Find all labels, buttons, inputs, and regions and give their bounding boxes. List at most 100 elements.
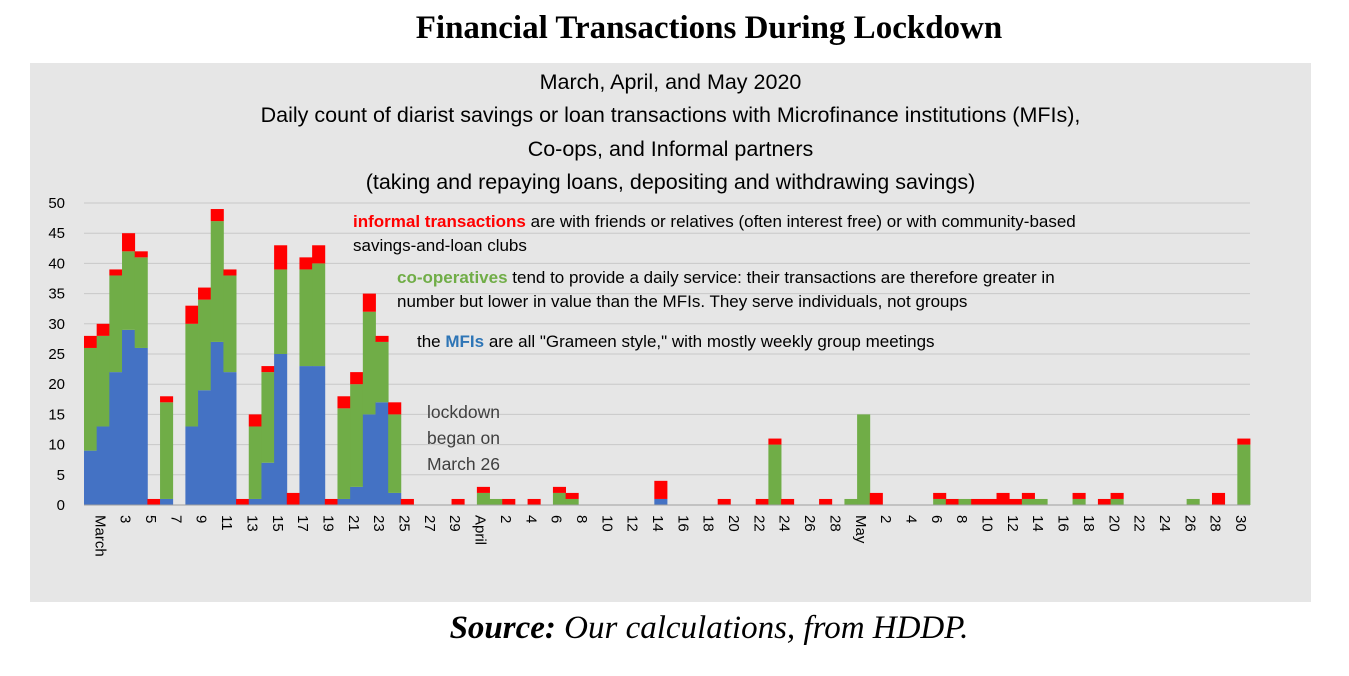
bar-segment-coop	[476, 492, 490, 505]
bar-segment-informal	[210, 209, 224, 222]
bar-segment-informal	[1211, 492, 1226, 505]
x-tick-label: 14	[649, 515, 666, 532]
bar-segment-coop	[933, 498, 947, 505]
bar-segment-informal	[109, 269, 123, 276]
bar-segment-mfi	[388, 492, 402, 505]
y-tick-label: 10	[48, 437, 65, 454]
x-tick-label: 9	[193, 515, 210, 523]
x-tick-label: 20	[725, 515, 742, 532]
bar-segment-mfi	[362, 414, 376, 505]
x-tick-label: 29	[446, 515, 463, 532]
x-tick-label: 19	[319, 515, 336, 532]
x-tick-label: 6	[928, 515, 945, 523]
x-tick-label: March	[91, 515, 108, 557]
x-tick-label: 5	[142, 515, 159, 523]
bar-segment-mfi	[122, 329, 136, 505]
bar-segment-informal	[476, 486, 490, 493]
bar-segment-informal	[971, 498, 985, 505]
informal-note: informal transactions are with friends o…	[353, 210, 1076, 258]
bar-segment-mfi	[248, 498, 262, 505]
bar-segment-coop	[1021, 498, 1035, 505]
bar-segment-mfi	[134, 347, 148, 505]
x-tick-label: 28	[826, 515, 843, 532]
x-tick-label: 30	[1232, 515, 1249, 532]
x-tick-label: 26	[801, 515, 818, 532]
y-tick-label: 45	[48, 225, 65, 242]
x-tick-label: 24	[1156, 515, 1173, 532]
bar-segment-coop	[857, 414, 871, 505]
bar-segment-coop	[844, 498, 858, 505]
bar-segment-informal	[388, 402, 402, 415]
coop-note-line-1: tend to provide a daily service: their t…	[507, 268, 1055, 287]
bar-segment-informal	[261, 366, 275, 373]
bar-segment-coop	[552, 492, 567, 505]
bar-segment-mfi	[654, 498, 668, 505]
x-tick-label: 10	[598, 515, 615, 532]
informal-note-line-1: are with friends or relatives (often int…	[525, 212, 1076, 231]
x-tick-label: 21	[345, 515, 362, 532]
x-tick-label: 17	[294, 515, 311, 532]
x-tick-label: 20	[1105, 515, 1122, 532]
bar-segment-informal	[84, 335, 98, 348]
bar-segment-informal	[654, 480, 668, 499]
mfi-note-prefix: the	[417, 332, 446, 351]
bar-segment-informal	[236, 498, 250, 505]
coop-note: co-operatives tend to provide a daily se…	[397, 266, 1055, 314]
bar-segment-coop	[565, 498, 579, 505]
bar-segment-coop	[768, 444, 782, 505]
bar-segment-coop	[312, 263, 326, 367]
bar-segment-coop	[1186, 498, 1200, 505]
chart-subtitle-line-1: March, April, and May 2020	[539, 70, 802, 94]
x-tick-label: 26	[1181, 515, 1198, 532]
bar-segment-informal	[299, 257, 313, 270]
bar-segment-mfi	[312, 366, 326, 505]
bar-segment-informal	[248, 414, 262, 427]
x-tick-label: 15	[269, 515, 286, 532]
bar-segment-informal	[717, 498, 731, 505]
source-text: Our calculations, from HDDP.	[555, 610, 969, 646]
x-tick-label: 2	[877, 515, 894, 523]
bar-segment-informal	[1097, 498, 1111, 505]
bar-segment-coop	[1110, 498, 1124, 505]
bar-segment-informal	[375, 335, 389, 342]
x-tick-label: 4	[522, 515, 539, 523]
bar-segment-coop	[109, 275, 123, 373]
x-tick-label: 13	[243, 515, 260, 532]
lockdown-line-1: lockdown	[427, 402, 500, 422]
lockdown-annotation: lockdown began on March 26	[427, 399, 500, 477]
bar-segment-coop	[489, 498, 503, 505]
x-tick-label: May	[852, 515, 869, 544]
bars	[84, 209, 1251, 505]
bar-segment-mfi	[223, 372, 237, 505]
x-tick-label: 27	[421, 515, 438, 532]
x-tick-label: 23	[370, 515, 387, 532]
bar-segment-coop	[223, 275, 237, 373]
bar-segment-informal	[312, 245, 326, 264]
informal-label: informal transactions	[353, 212, 526, 231]
x-tick-label: 14	[1029, 515, 1046, 532]
x-tick-label: 24	[776, 515, 793, 532]
bar-segment-coop	[198, 299, 212, 391]
y-tick-label: 30	[48, 316, 65, 333]
x-tick-label: 18	[700, 515, 717, 532]
bar-segment-informal	[324, 498, 338, 505]
bar-segment-mfi	[375, 402, 389, 505]
bar-segment-coop	[185, 323, 199, 427]
chart-subtitle-line-2: Daily count of diarist savings or loan t…	[260, 103, 1081, 127]
bar-segment-coop	[958, 498, 972, 505]
y-tick-label: 15	[48, 406, 65, 423]
bar-segment-informal	[134, 251, 148, 258]
x-tick-label: 28	[1207, 515, 1224, 532]
y-tick-label: 50	[48, 195, 65, 212]
x-tick-label: 22	[750, 515, 767, 532]
bar-segment-coop	[261, 372, 275, 463]
chart-panel	[30, 63, 1311, 602]
bar-segment-informal	[337, 396, 351, 409]
bar-segment-informal	[565, 492, 579, 499]
bar-segment-coop	[1237, 444, 1251, 505]
lockdown-line-2: began on	[427, 428, 500, 448]
bar-segment-informal	[768, 438, 782, 445]
x-tick-label: 8	[953, 515, 970, 523]
